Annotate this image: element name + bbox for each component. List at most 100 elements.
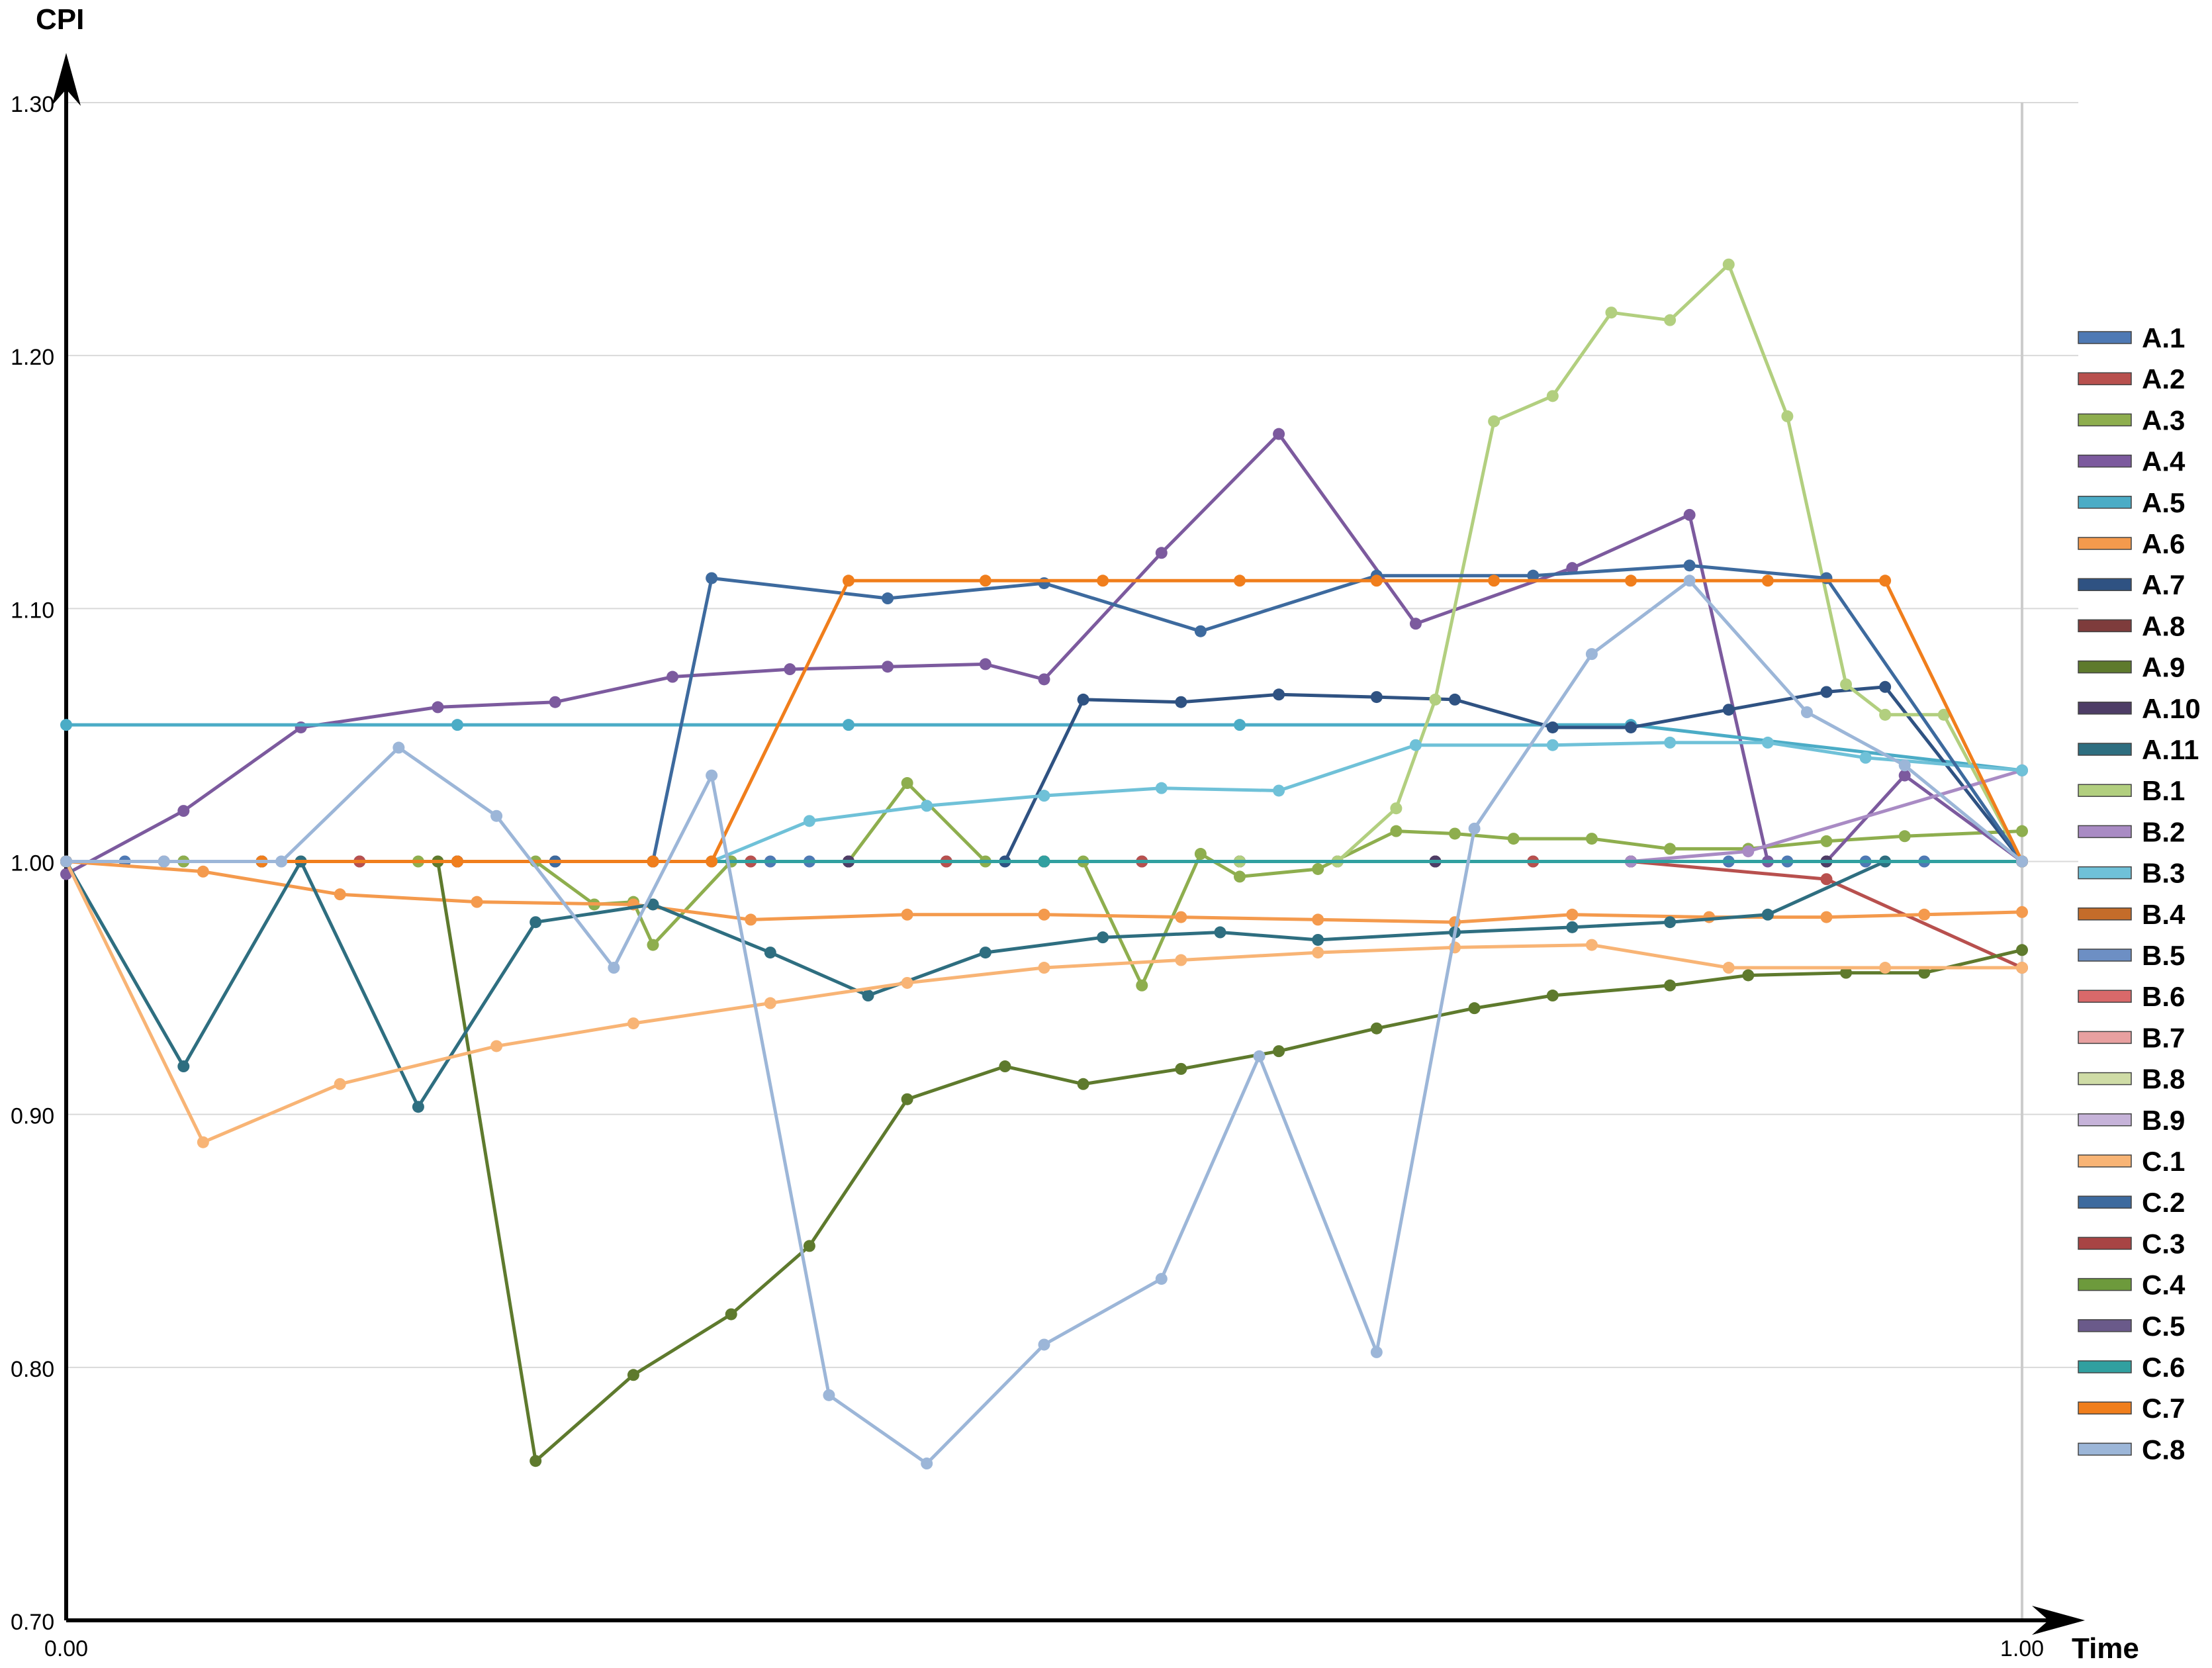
legend-label: B.9	[2142, 1105, 2185, 1136]
data-point	[627, 1369, 639, 1381]
data-point	[177, 1060, 190, 1073]
data-point	[1683, 559, 1696, 572]
legend-swatch	[2078, 660, 2132, 674]
series-A.4	[60, 428, 2028, 880]
data-point	[1566, 908, 1579, 921]
data-point	[823, 1389, 835, 1401]
y-tick-label: 0.80	[11, 1357, 54, 1382]
data-point	[1038, 908, 1050, 921]
data-point	[2016, 825, 2028, 837]
data-point	[901, 1093, 913, 1105]
data-point	[1409, 618, 1422, 630]
legend-swatch	[2078, 1360, 2132, 1373]
data-point	[1879, 962, 1892, 974]
data-point	[921, 800, 933, 812]
legend-swatch	[2078, 1442, 2132, 1456]
legend-swatch	[2078, 784, 2132, 797]
data-point	[1546, 721, 1559, 733]
legend-label: A.6	[2142, 528, 2185, 559]
data-point	[1937, 708, 1950, 721]
legend-swatch	[2078, 743, 2132, 756]
legend-label: B.3	[2142, 858, 2185, 889]
data-point	[1683, 575, 1696, 587]
series-C.7	[60, 575, 2028, 868]
y-tick-label: 1.20	[11, 345, 54, 370]
x-axis-title: Time	[2072, 1632, 2139, 1665]
data-point	[197, 865, 209, 878]
legend-swatch	[2078, 702, 2132, 715]
legend-swatch	[2078, 1401, 2132, 1414]
y-tick-label: 0.90	[11, 1104, 54, 1129]
data-point	[1038, 673, 1050, 686]
legend-label: A.9	[2142, 652, 2185, 683]
data-point	[1820, 911, 1833, 923]
y-tick-label: 1.10	[11, 598, 54, 623]
data-point	[1390, 825, 1403, 837]
legend-swatch	[2078, 1236, 2132, 1250]
legend-swatch	[2078, 949, 2132, 962]
data-point	[627, 1017, 639, 1030]
data-point	[1273, 784, 1285, 797]
data-point	[1273, 1045, 1285, 1058]
data-point	[1155, 1273, 1168, 1285]
legend-label: C.1	[2142, 1146, 2185, 1177]
data-point	[1683, 508, 1696, 521]
legend-swatch	[2078, 619, 2132, 633]
legend-swatch	[2078, 578, 2132, 591]
data-point	[1703, 911, 1716, 923]
data-point	[334, 888, 346, 901]
x-tick-label: 1.00	[2000, 1636, 2044, 1661]
data-point	[1820, 835, 1833, 847]
data-point	[979, 658, 991, 671]
data-point	[901, 976, 913, 989]
data-point	[921, 1458, 933, 1470]
data-point	[1527, 569, 1540, 582]
data-point	[1840, 678, 1853, 690]
data-point	[1312, 862, 1324, 875]
axes: 0.70 0.80 0.90 1.00 1.10 1.20 1.30 0.00 1.00	[11, 53, 2085, 1661]
data-point	[999, 1060, 1011, 1073]
data-point	[334, 1078, 346, 1090]
series-A.9	[60, 855, 2028, 1467]
data-point	[667, 671, 679, 683]
legend-label: C.4	[2142, 1270, 2186, 1301]
legend-swatch	[2078, 866, 2132, 880]
data-point	[1468, 822, 1481, 835]
data-point	[1136, 979, 1148, 992]
data-point	[1722, 962, 1735, 974]
data-point	[1038, 855, 1050, 868]
data-point	[451, 719, 463, 731]
series-line	[66, 741, 2023, 863]
data-point	[2016, 944, 2028, 956]
legend-swatch	[2078, 1072, 2132, 1086]
data-point	[882, 661, 894, 673]
data-point	[706, 769, 718, 782]
legend-swatch	[2078, 496, 2132, 509]
data-point	[706, 855, 718, 868]
data-point	[1077, 1078, 1089, 1090]
data-point	[1879, 708, 1892, 721]
data-point	[275, 855, 288, 868]
data-point	[1038, 1338, 1050, 1351]
legend-swatch	[2078, 907, 2132, 921]
legend-label: A.3	[2142, 404, 2185, 436]
legend-swatch	[2078, 1319, 2132, 1332]
data-point	[1155, 782, 1168, 794]
data-point	[1546, 390, 1559, 402]
data-point	[647, 939, 659, 951]
data-point	[1214, 926, 1226, 939]
legend-label: B.8	[2142, 1064, 2185, 1095]
legend: A.1 A.2 A.3 A.4 A.5 A.6 A.7 A.8 A.9 A.10 A.11 B.1 B.…	[2078, 322, 2201, 1465]
data-point	[1312, 913, 1324, 926]
data-point	[1038, 962, 1050, 974]
data-point	[1370, 1346, 1383, 1358]
legend-label: A.10	[2142, 693, 2201, 724]
data-point	[901, 908, 913, 921]
legend-swatch	[2078, 1195, 2132, 1209]
data-point	[1859, 751, 1872, 764]
data-point	[392, 741, 405, 754]
data-point	[60, 855, 72, 868]
series-C.8	[60, 575, 2028, 1470]
data-point	[1175, 911, 1187, 923]
data-point	[843, 575, 854, 587]
